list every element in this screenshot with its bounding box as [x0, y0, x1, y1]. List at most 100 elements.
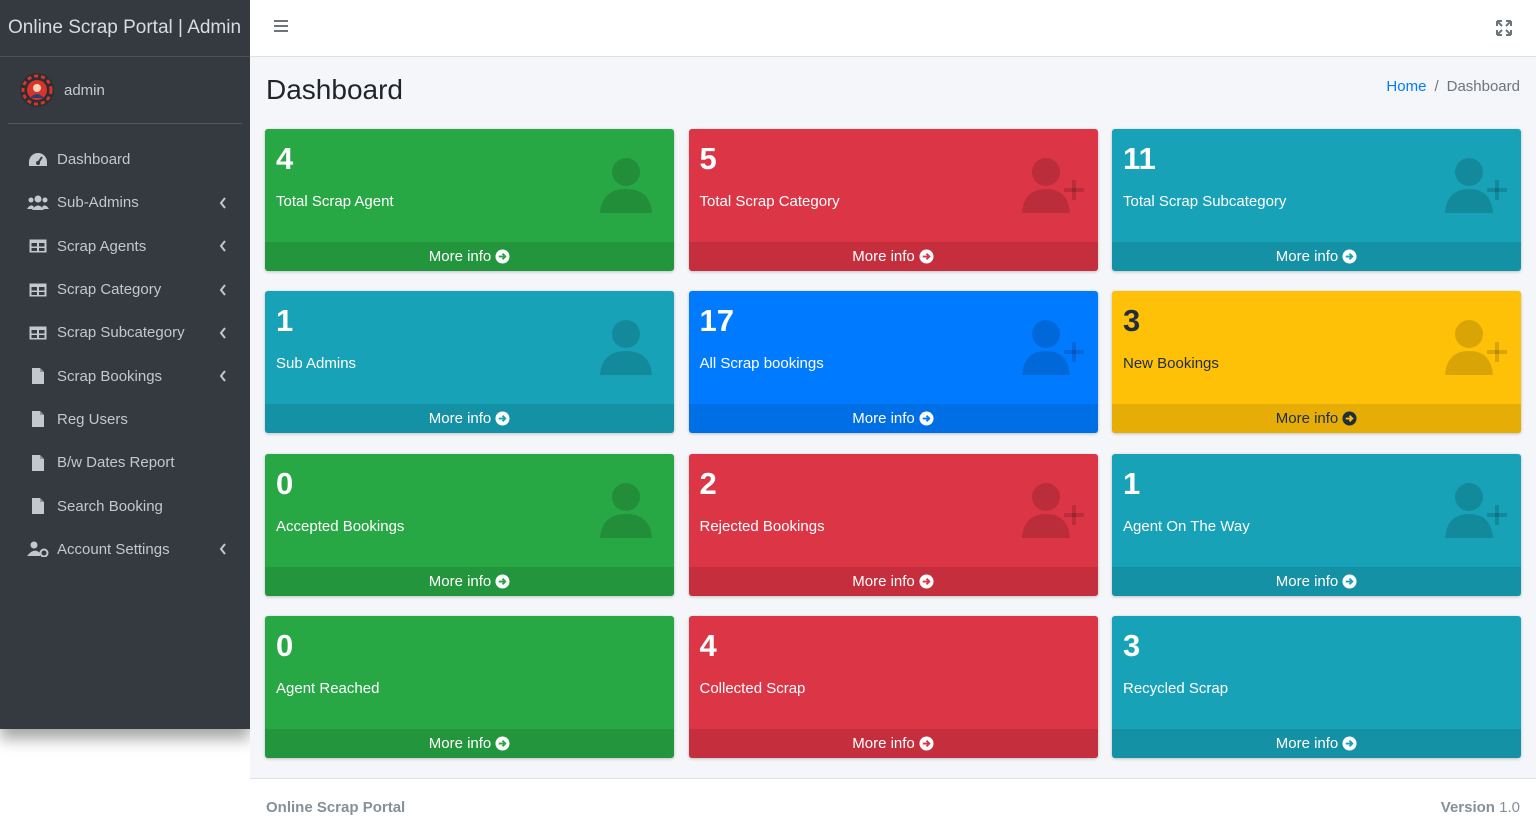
sidebar-item-bw-dates-report[interactable]: B/w Dates Report — [0, 441, 250, 484]
user-panel[interactable]: admin — [8, 57, 242, 124]
arrow-circle-right-icon — [495, 574, 510, 589]
page-footer: Online Scrap Portal Version 1.0 — [250, 778, 1536, 820]
sidebar-item-dashboard[interactable]: Dashboard — [0, 138, 250, 181]
more-info-link[interactable]: More info — [265, 242, 674, 271]
table-icon — [27, 237, 49, 255]
footer-version-label: Version — [1440, 799, 1495, 816]
more-info-link[interactable]: More info — [265, 728, 674, 758]
user-plus-icon — [1445, 480, 1509, 540]
table-icon — [27, 324, 49, 342]
box-count: 0 — [276, 465, 294, 501]
users-icon — [27, 194, 49, 212]
file-icon — [27, 367, 49, 385]
avatar-gear-icon — [21, 74, 53, 106]
box-count: 5 — [699, 141, 717, 176]
footer-version: Version 1.0 — [1441, 799, 1520, 816]
top-navbar — [250, 0, 1536, 57]
box-count: 17 — [699, 303, 734, 339]
sidebar-item-reg-users[interactable]: Reg Users — [0, 398, 250, 441]
more-info-label: More info — [852, 572, 915, 590]
user-plus-icon — [1445, 317, 1509, 377]
more-info-link[interactable]: More info — [1112, 728, 1521, 758]
file-icon — [27, 497, 49, 515]
box-count: 3 — [1123, 627, 1141, 663]
box-label: Total Scrap Subcategory — [1123, 193, 1287, 210]
box-count: 4 — [276, 141, 294, 176]
arrow-circle-right-icon — [919, 249, 934, 264]
more-info-label: More info — [1275, 734, 1339, 752]
more-info-label: More info — [852, 734, 915, 752]
box-count: 2 — [699, 465, 717, 501]
box-label: Recycled Scrap — [1123, 679, 1229, 697]
sidebar: Online Scrap Portal | Admin admin Dashbo… — [0, 0, 250, 729]
box-label: Accepted Bookings — [276, 517, 405, 535]
arrow-circle-right-icon — [1342, 249, 1357, 264]
more-info-link[interactable]: More info — [688, 242, 1098, 271]
arrow-circle-right-icon — [919, 411, 934, 426]
sidebar-item-label: Scrap Bookings — [57, 367, 163, 385]
breadcrumb-home-link[interactable]: Home — [1386, 78, 1427, 95]
box-label: New Bookings — [1123, 355, 1219, 373]
more-info-link[interactable]: More info — [1112, 566, 1521, 596]
sidebar-item-label: Scrap Agents — [57, 237, 147, 255]
arrow-circle-right-icon — [1342, 574, 1357, 589]
user-plus-icon — [1021, 480, 1086, 540]
small-box-total-scrap-subcategory: 11 Total Scrap Subcategory More info — [1112, 129, 1521, 271]
fullscreen-icon[interactable] — [1496, 20, 1512, 36]
arrow-circle-right-icon — [495, 411, 510, 426]
more-info-label: More info — [1275, 248, 1339, 265]
box-label: All Scrap bookings — [699, 355, 824, 373]
more-info-label: More info — [428, 734, 492, 752]
sidebar-nav: Dashboard Sub-Admins Scrap Agents Scrap … — [0, 138, 250, 571]
box-label: Agent Reached — [276, 679, 380, 697]
user-icon — [598, 155, 662, 215]
arrow-circle-right-icon — [919, 736, 934, 751]
box-label: Sub Admins — [276, 355, 357, 373]
chevron-left-icon — [218, 370, 228, 382]
sidebar-item-label: Account Settings — [57, 540, 170, 558]
more-info-label: More info — [428, 572, 492, 590]
sidebar-item-account-settings[interactable]: Account Settings — [0, 528, 250, 571]
small-box-rejected-bookings: 2 Rejected Bookings More info — [688, 453, 1098, 596]
sidebar-item-scrap-subcategory[interactable]: Scrap Subcategory — [0, 311, 250, 354]
menu-toggle-icon[interactable] — [274, 20, 288, 34]
user-avatar — [20, 73, 54, 107]
sidebar-item-label: Scrap Category — [57, 281, 162, 299]
brand-link[interactable]: Online Scrap Portal | Admin — [0, 0, 250, 57]
arrow-circle-right-icon — [1342, 736, 1357, 751]
small-box-collected-scrap: 4 Collected Scrap More info — [688, 615, 1098, 758]
sidebar-item-scrap-agents[interactable]: Scrap Agents — [0, 225, 250, 268]
more-info-label: More info — [1275, 572, 1339, 590]
box-count: 1 — [1123, 465, 1141, 501]
arrow-circle-right-icon — [1342, 411, 1357, 426]
breadcrumb: Home / Dashboard — [1386, 78, 1520, 95]
more-info-link[interactable]: More info — [265, 566, 674, 596]
more-info-link[interactable]: More info — [688, 728, 1098, 758]
box-label: Total Scrap Category — [699, 193, 840, 210]
sidebar-item-sub-admins[interactable]: Sub-Admins — [0, 181, 250, 224]
more-info-link[interactable]: More info — [1112, 404, 1521, 434]
sidebar-item-scrap-category[interactable]: Scrap Category — [0, 268, 250, 311]
content-wrapper: Dashboard Home / Dashboard 4 Total Scrap … — [250, 57, 1536, 778]
user-cog-icon — [27, 540, 49, 558]
breadcrumb-current: Dashboard — [1446, 78, 1520, 95]
user-plus-icon — [1021, 317, 1086, 377]
footer-version-number: 1.0 — [1499, 799, 1520, 816]
more-info-link[interactable]: More info — [688, 566, 1098, 596]
user-plus-icon — [1021, 155, 1086, 215]
sidebar-item-scrap-bookings[interactable]: Scrap Bookings — [0, 354, 250, 397]
more-info-label: More info — [428, 410, 492, 428]
more-info-link[interactable]: More info — [265, 404, 674, 434]
more-info-label: More info — [852, 410, 915, 428]
small-box-all-scrap-bookings: 17 All Scrap bookings More info — [688, 291, 1098, 434]
more-info-link[interactable]: More info — [688, 404, 1098, 434]
arrow-circle-right-icon — [919, 574, 934, 589]
breadcrumb-separator: / — [1434, 78, 1439, 95]
arrow-circle-right-icon — [495, 249, 510, 264]
box-label: Agent On The Way — [1123, 517, 1250, 535]
sidebar-item-search-booking[interactable]: Search Booking — [0, 484, 250, 527]
more-info-link[interactable]: More info — [1112, 242, 1521, 271]
user-plus-icon — [1445, 155, 1509, 215]
sidebar-item-label: Reg Users — [57, 410, 128, 428]
sidebar-item-label: B/w Dates Report — [57, 454, 175, 472]
